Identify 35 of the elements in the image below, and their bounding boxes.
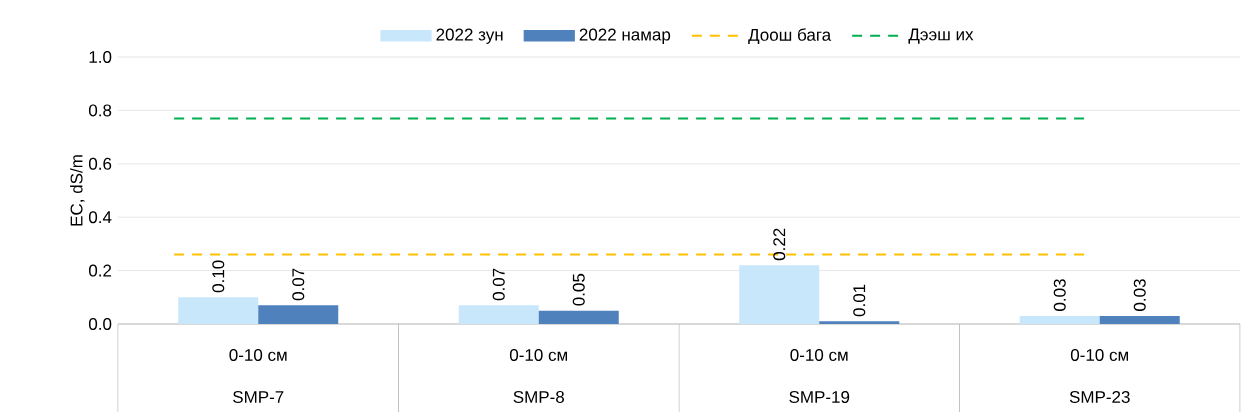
text: 0-10 см xyxy=(790,348,848,361)
bar xyxy=(819,321,900,324)
y-tick-label: 0.4 xyxy=(88,211,112,224)
data-label: 0.22 xyxy=(773,228,786,261)
x-tick-label: SMP-7 xyxy=(233,390,284,403)
x-tick-label: SMP-23 xyxy=(1069,390,1130,403)
legend-label: Дээш их xyxy=(908,28,974,44)
y-tick-label: 0.0 xyxy=(88,317,112,330)
data-label: 0.10 xyxy=(212,260,225,293)
data-label: 0.03 xyxy=(1133,279,1146,311)
y-tick-label: 0.6 xyxy=(88,157,112,170)
bar xyxy=(458,305,539,324)
legend-label: Доош бага xyxy=(748,28,832,45)
data-label: 0.07 xyxy=(292,268,305,301)
x-tick-label: SMP-19 xyxy=(789,390,850,403)
y-tick-label: 0.2 xyxy=(88,264,112,277)
bar xyxy=(538,310,619,324)
bar xyxy=(258,305,339,324)
y-tick-label: 0.8 xyxy=(88,104,112,117)
y-tick-label: 1.0 xyxy=(89,50,112,64)
data-label: 0.05 xyxy=(572,273,585,306)
bar xyxy=(178,297,259,324)
data-label: 0.07 xyxy=(492,268,505,301)
data-label: 0.01 xyxy=(853,284,866,317)
bar xyxy=(739,265,820,324)
x-tick-label: SMP-8 xyxy=(513,390,564,403)
bar xyxy=(1099,315,1180,324)
legend-label: 2022 зун xyxy=(436,28,503,44)
text: 0-10 см xyxy=(229,348,287,361)
text: 0-10 см xyxy=(1070,348,1129,361)
bar xyxy=(1019,315,1100,324)
text: 0-10 см xyxy=(509,348,568,361)
y-axis-title: EC, dS/m xyxy=(70,155,85,226)
legend-label: 2022 намар xyxy=(579,28,671,44)
data-label: 0.03 xyxy=(1053,279,1066,311)
